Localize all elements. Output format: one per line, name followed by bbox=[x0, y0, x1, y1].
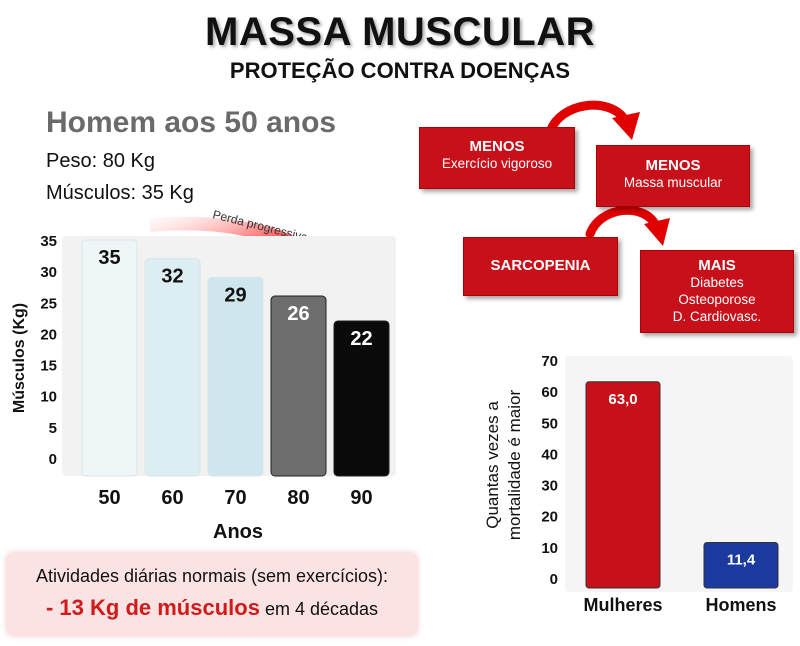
page-title: MASSA MUSCULAR bbox=[205, 10, 595, 54]
muscle-bar-label-60: 32 bbox=[161, 266, 183, 288]
flow-box-sarcopenia: SARCOPENIA bbox=[463, 237, 618, 296]
muscle-ytick-25: 25 bbox=[40, 295, 57, 312]
flow-arrow-middle bbox=[585, 205, 670, 246]
muscle-loss-highlight: - 13 Kg de músculos bbox=[45, 595, 260, 620]
muscle-bar-60 bbox=[144, 258, 201, 477]
flow-box-more-line-osteoporosis: Osteoporose bbox=[678, 292, 756, 307]
muscle-ytick-20: 20 bbox=[40, 326, 57, 343]
flow-box-sarcopenia-title: SARCOPENIA bbox=[490, 257, 591, 274]
mortality-bar-mulheres bbox=[585, 381, 661, 589]
daily-activity-note-line2: - 13 Kg de músculos em 4 décadas bbox=[6, 595, 418, 621]
muscle-ytick-15: 15 bbox=[40, 358, 57, 375]
flow-arrow-top bbox=[545, 100, 640, 140]
muscle-ytick-35: 35 bbox=[40, 233, 57, 250]
mortality-xtick-mulheres: Mulheres bbox=[583, 595, 662, 615]
daily-activity-note-line1: Atividades diárias normais (sem exercíci… bbox=[35, 566, 389, 586]
muscle-bar-label-90: 22 bbox=[350, 328, 372, 350]
mortality-bar-label-mulheres: 63,0 bbox=[608, 391, 637, 408]
mortality-ytick-20: 20 bbox=[541, 509, 558, 526]
muscle-bar-label-70: 29 bbox=[224, 284, 246, 306]
muscle-bar-50 bbox=[81, 239, 138, 477]
flow-box-more-title: MAIS bbox=[698, 257, 736, 274]
profile-weight: Peso: 80 Kg bbox=[46, 150, 155, 172]
muscle-xtick-80: 80 bbox=[287, 487, 309, 509]
mortality-ytick-0: 0 bbox=[550, 571, 558, 588]
muscle-chart-xlabel: Anos bbox=[213, 521, 263, 543]
mortality-ytick-70: 70 bbox=[541, 353, 558, 370]
profile-muscles: Músculos: 35 Kg bbox=[46, 182, 194, 204]
muscle-loss-suffix: em 4 décadas bbox=[259, 599, 379, 619]
mortality-ytick-50: 50 bbox=[541, 415, 558, 432]
daily-activity-note: Atividades diárias normais (sem exercíci… bbox=[6, 552, 418, 636]
muscle-bar-90 bbox=[333, 320, 390, 477]
flow-box-more-line-diabetes: Diabetes bbox=[690, 275, 744, 290]
muscle-xtick-90: 90 bbox=[350, 487, 372, 509]
mortality-ytick-40: 40 bbox=[541, 446, 558, 463]
mortality-chart: Quantas vezes a mortalidade é maior 0 10 2… bbox=[483, 353, 793, 615]
mortality-ytick-10: 10 bbox=[541, 540, 558, 557]
profile-heading: Homem aos 50 anos bbox=[46, 106, 337, 139]
page-subtitle: PROTEÇÃO CONTRA DOENÇAS bbox=[229, 58, 571, 83]
muscle-ytick-10: 10 bbox=[40, 389, 57, 406]
muscle-chart-ylabel: Músculos (Kg) bbox=[11, 303, 28, 413]
flow-box-less-muscle-sub: Massa muscular bbox=[623, 175, 723, 190]
mortality-ytick-60: 60 bbox=[541, 384, 558, 401]
muscle-bar-80 bbox=[270, 295, 327, 477]
flow-box-more-diseases: MAIS Diabetes Osteoporose D. Cardiovasc. bbox=[640, 250, 794, 333]
flow-box-less-muscle: MENOS Massa muscular bbox=[596, 145, 750, 207]
progressive-loss-arrow-shaft bbox=[150, 216, 338, 290]
flow-box-less-exercise: MENOS Exercício vigoroso bbox=[419, 127, 575, 189]
mortality-chart-ylabel-line2: mortalidade é maior bbox=[505, 390, 524, 541]
mortality-chart-ylabel-line1: Quantas vezes a bbox=[483, 401, 502, 529]
muscle-bar-70 bbox=[207, 276, 264, 477]
muscle-ytick-0: 0 bbox=[49, 451, 57, 468]
muscle-bar-label-80: 26 bbox=[287, 303, 309, 325]
muscle-ytick-30: 30 bbox=[40, 264, 57, 281]
muscle-bar-label-50: 35 bbox=[98, 247, 120, 269]
muscle-xtick-50: 50 bbox=[98, 487, 120, 509]
mortality-xtick-homens: Homens bbox=[705, 595, 776, 615]
flow-box-less-exercise-sub: Exercício vigoroso bbox=[441, 156, 553, 171]
flow-box-less-exercise-title: MENOS bbox=[469, 138, 525, 155]
muscle-xtick-60: 60 bbox=[161, 487, 183, 509]
muscle-ytick-5: 5 bbox=[49, 420, 57, 437]
mortality-bar-homens bbox=[703, 541, 779, 589]
mortality-bar-label-homens: 11,4 bbox=[727, 551, 756, 568]
mortality-ytick-30: 30 bbox=[541, 478, 558, 495]
flow-box-less-muscle-title: MENOS bbox=[645, 157, 701, 174]
flow-box-more-line-cardiovascular: D. Cardiovasc. bbox=[672, 309, 762, 324]
muscle-xtick-70: 70 bbox=[224, 487, 246, 509]
